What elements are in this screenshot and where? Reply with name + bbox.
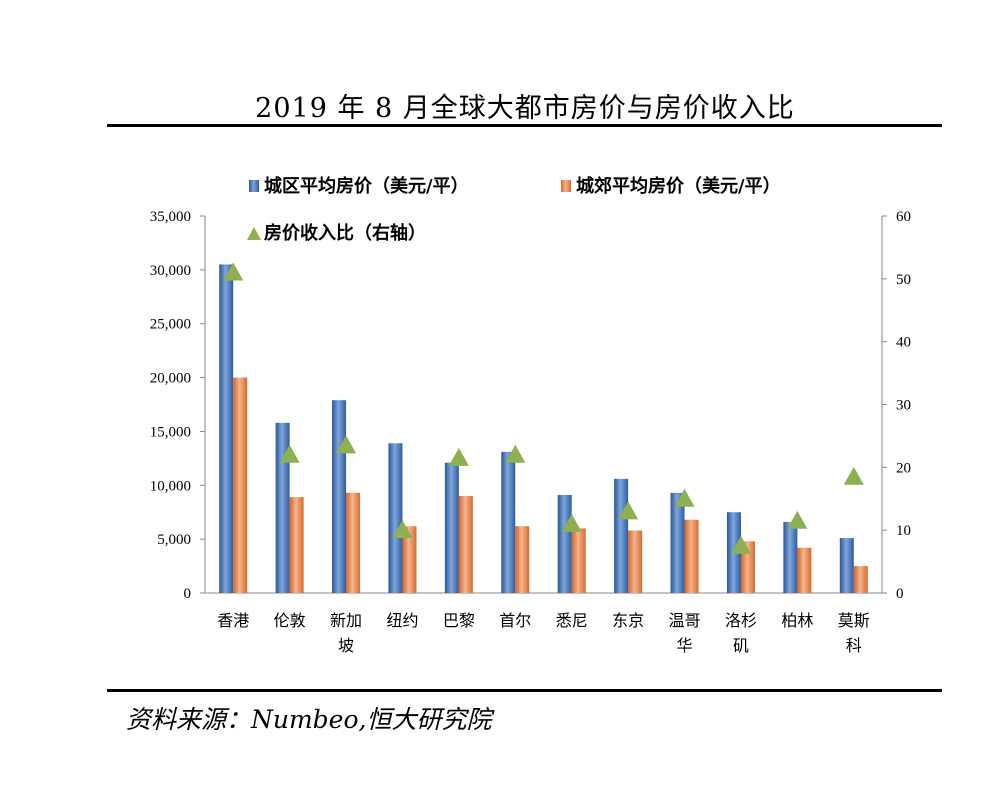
left-tick-label: 25,000 <box>150 317 191 333</box>
axes: 0 5,000 10,000 15,000 20,000 25,000 30,000 35,0… <box>150 209 911 655</box>
category-label: 华 <box>677 636 693 655</box>
urban-price-bar <box>501 451 516 593</box>
legend-swatch-urban <box>249 180 259 192</box>
legend-label-ratio: 房价收入比（右轴） <box>264 222 426 244</box>
bars <box>219 264 868 593</box>
category-label: 莫斯 <box>838 611 870 630</box>
legend-swatch-suburban <box>561 180 571 192</box>
ratio-marker <box>392 520 413 539</box>
category-label: 纽约 <box>386 611 418 630</box>
suburban-price-bar <box>289 497 304 593</box>
left-tick-label: 0 <box>184 586 192 602</box>
urban-price-bar <box>275 422 290 593</box>
suburban-price-bar <box>458 496 473 593</box>
left-tick-label: 10,000 <box>150 478 191 494</box>
legend-swatch-ratio <box>247 227 261 240</box>
ratio-marker <box>674 488 695 507</box>
suburban-price-bar <box>797 547 812 593</box>
urban-price-bar <box>557 494 572 593</box>
legend-label-urban: 城区平均房价（美元/平） <box>264 175 469 197</box>
right-tick-label: 60 <box>896 209 911 225</box>
suburban-price-bar <box>571 528 586 593</box>
urban-price-bar <box>783 521 798 593</box>
category-label: 柏林 <box>781 611 813 630</box>
top-divider <box>107 124 942 127</box>
category-label: 伦敦 <box>274 611 306 630</box>
left-tick-label: 5,000 <box>157 532 191 548</box>
suburban-price-bar <box>684 519 699 593</box>
right-tick-label: 0 <box>896 586 904 602</box>
category-label: 巴黎 <box>443 611 475 630</box>
right-tick-label: 20 <box>896 460 911 476</box>
category-label: 温哥 <box>669 611 701 630</box>
left-tick-label: 30,000 <box>150 263 191 279</box>
left-tick-label: 15,000 <box>150 424 191 440</box>
suburban-price-bar <box>853 566 868 593</box>
ratio-marker <box>618 501 639 520</box>
category-label: 新加 <box>330 611 362 630</box>
category-label: 科 <box>846 636 862 655</box>
suburban-price-bar <box>346 492 361 593</box>
category-label: 悉尼 <box>556 611 588 630</box>
suburban-price-bar <box>515 526 530 593</box>
legend-label-suburban: 城郊平均房价（美元/平） <box>576 175 781 197</box>
ratio-marker <box>561 513 582 532</box>
right-tick-label: 10 <box>896 523 911 539</box>
urban-price-bar <box>670 492 685 593</box>
source-note: 资料来源：Numbeo,恒大研究院 <box>126 705 492 734</box>
urban-price-bar <box>332 400 347 593</box>
chart-title: 2019 年 8 月全球大都市房价与房价收入比 <box>255 93 795 124</box>
right-tick-label: 40 <box>896 335 911 351</box>
ratio-markers <box>223 262 864 554</box>
category-label: 香港 <box>217 611 249 630</box>
ratio-marker <box>505 444 526 463</box>
suburban-price-bar <box>628 530 643 593</box>
suburban-price-bar <box>233 377 248 593</box>
urban-price-bar <box>388 443 403 593</box>
ratio-marker <box>336 435 357 454</box>
urban-price-bar <box>444 462 459 593</box>
category-label: 坡 <box>338 636 354 655</box>
category-label: 洛杉 <box>725 611 757 630</box>
category-label: 首尔 <box>499 611 531 630</box>
left-tick-label: 35,000 <box>150 209 191 225</box>
bottom-divider <box>107 689 942 692</box>
urban-price-bar <box>219 264 234 593</box>
category-label: 东京 <box>612 611 644 630</box>
urban-price-bar <box>839 538 854 593</box>
left-tick-label: 20,000 <box>150 371 191 387</box>
ratio-marker <box>448 447 469 466</box>
legend: 城区平均房价（美元/平） 城郊平均房价（美元/平） 房价收入比（右轴） <box>247 175 781 244</box>
urban-price-bar <box>614 478 629 593</box>
suburban-price-bar <box>740 541 755 593</box>
ratio-marker <box>843 466 864 485</box>
ratio-marker <box>787 510 808 529</box>
ratio-marker <box>730 535 751 554</box>
right-tick-label: 30 <box>896 398 911 414</box>
ratio-marker <box>279 444 300 463</box>
category-label: 矶 <box>733 636 749 655</box>
ratio-marker <box>223 262 244 281</box>
right-tick-label: 50 <box>896 272 911 288</box>
suburban-price-bar <box>402 526 417 593</box>
